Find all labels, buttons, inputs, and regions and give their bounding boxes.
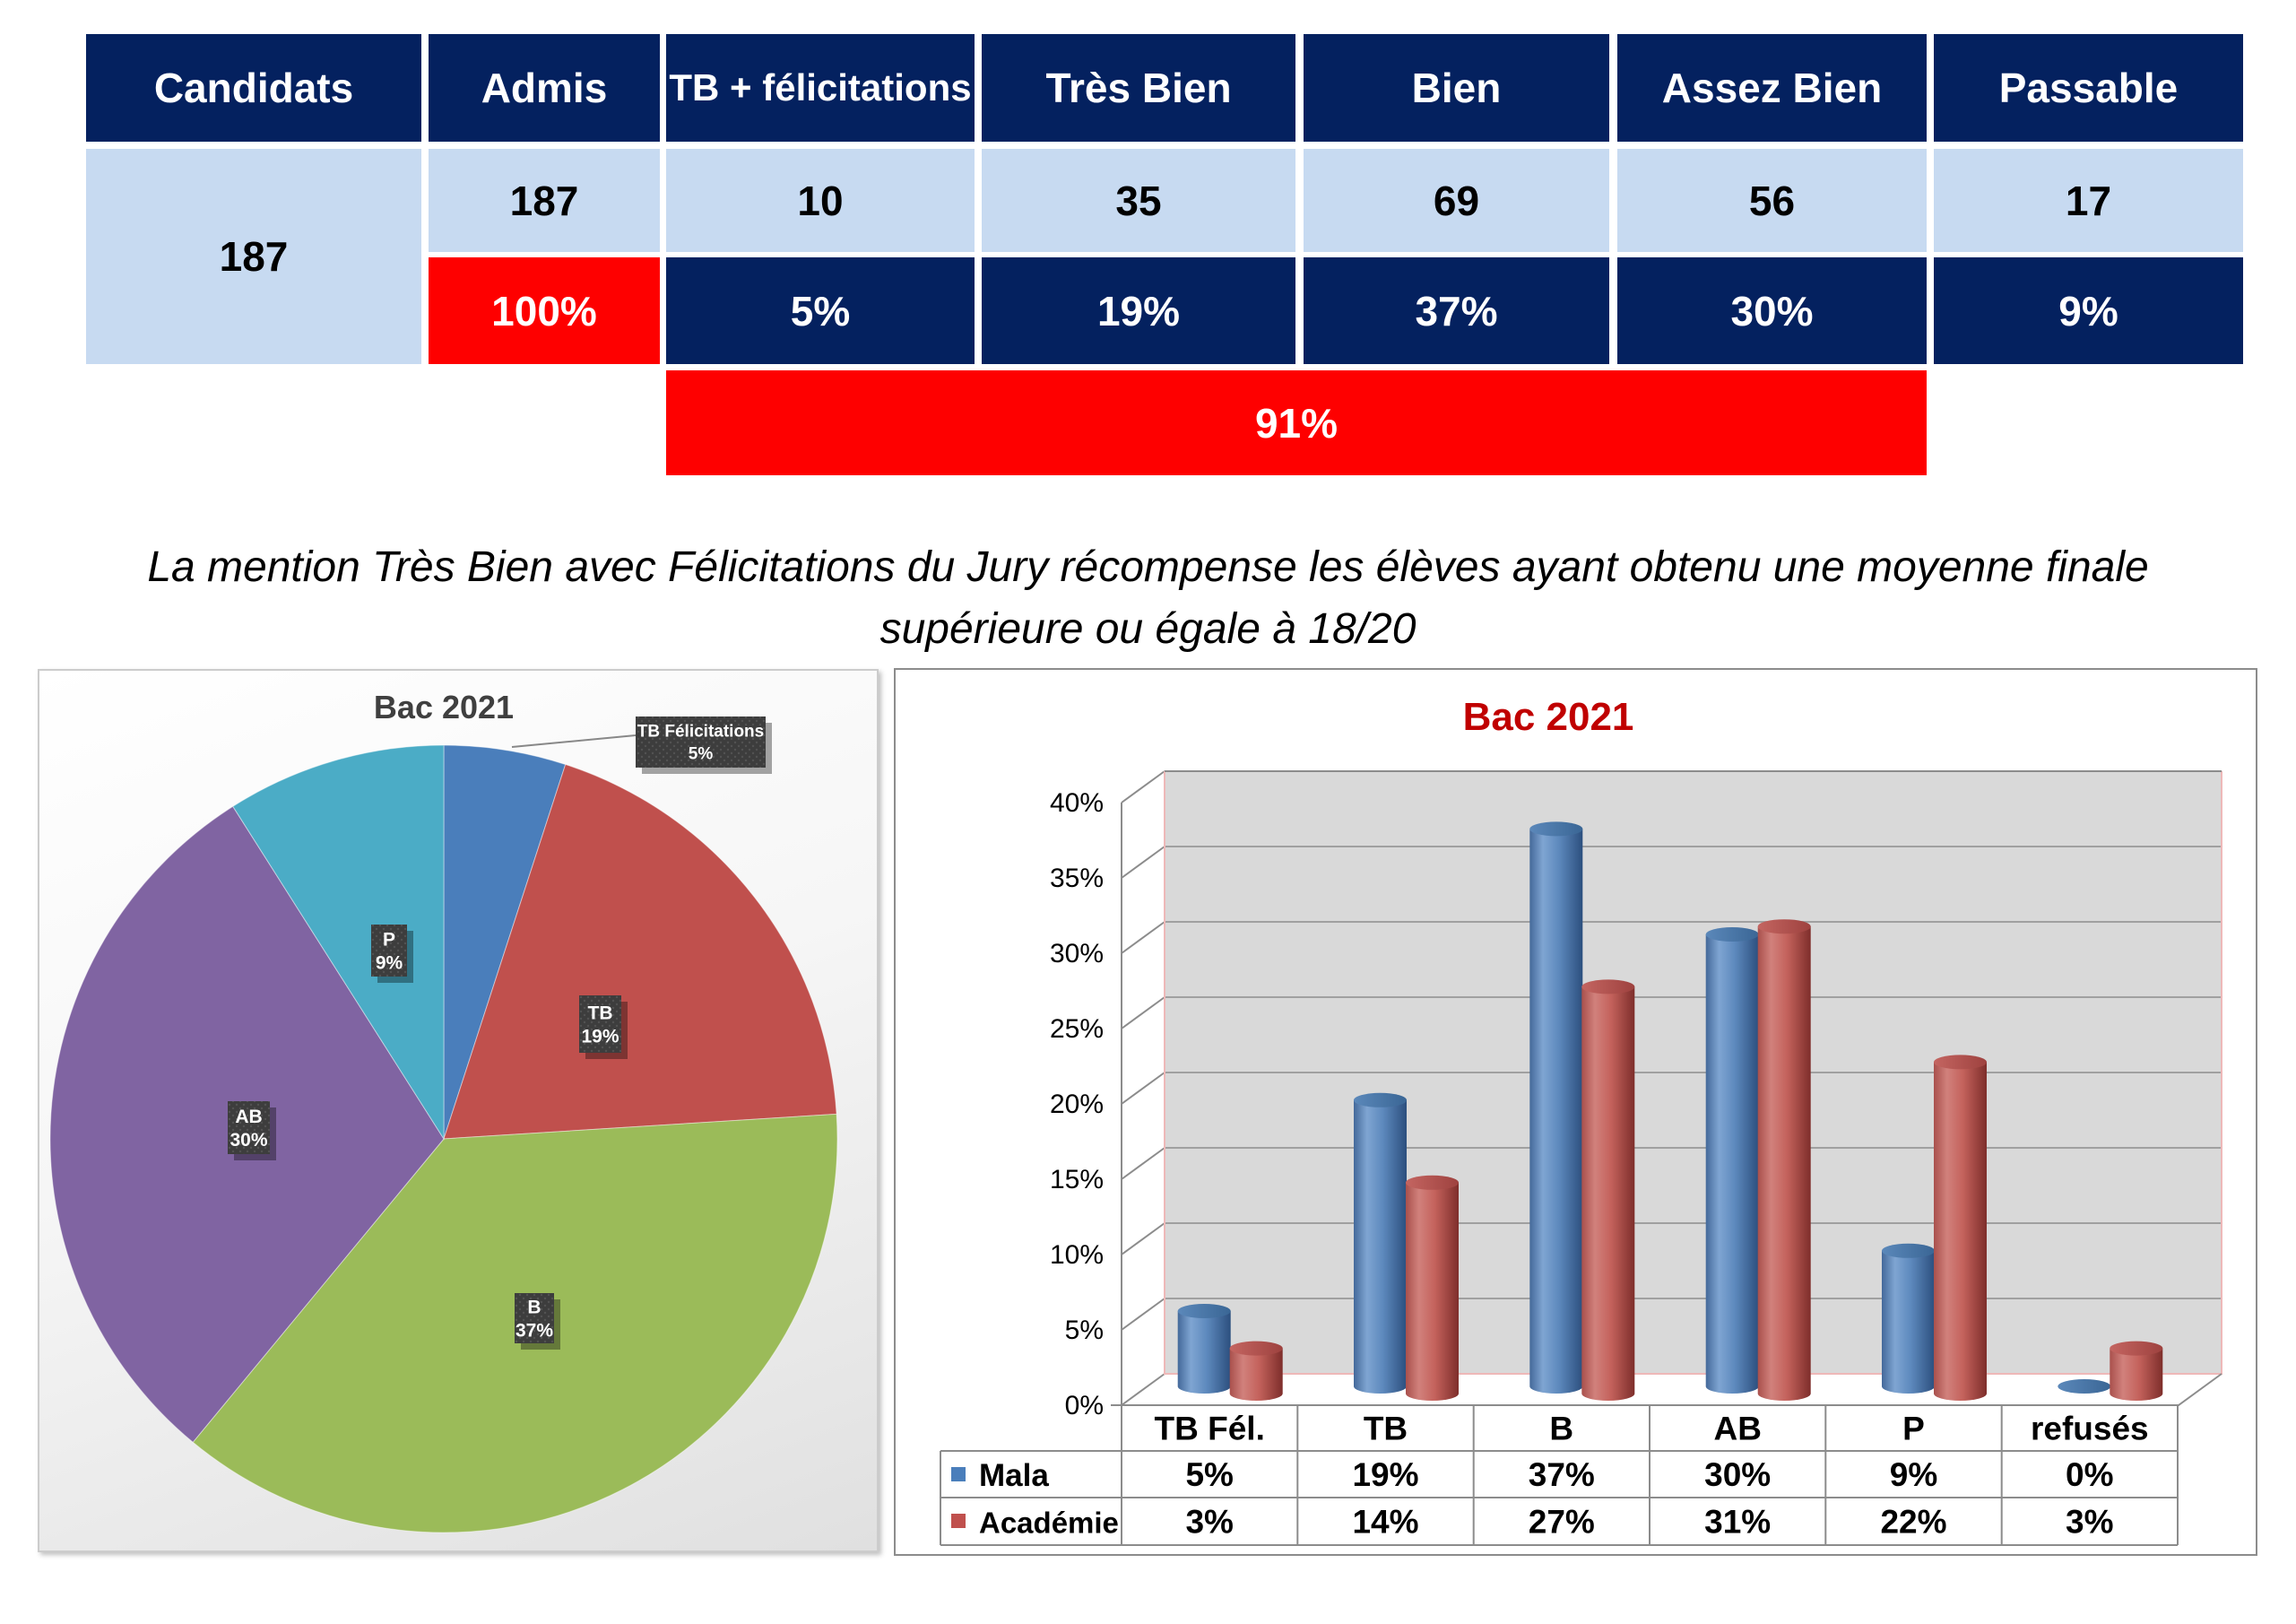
svg-text:P: P — [1902, 1411, 1925, 1447]
svg-text:9%: 9% — [1890, 1456, 1937, 1493]
svg-text:19%: 19% — [1352, 1456, 1418, 1493]
svg-text:3%: 3% — [1185, 1504, 1233, 1541]
svg-text:31%: 31% — [1704, 1504, 1771, 1541]
svg-text:40%: 40% — [1050, 788, 1104, 818]
svg-text:37%: 37% — [1529, 1456, 1595, 1493]
svg-text:refusés: refusés — [2031, 1411, 2149, 1447]
svg-text:TB: TB — [588, 1003, 613, 1023]
svg-text:37%: 37% — [516, 1320, 553, 1341]
svg-text:19%: 19% — [581, 1026, 619, 1046]
svg-text:B: B — [527, 1297, 541, 1317]
svg-text:20%: 20% — [1050, 1090, 1104, 1119]
svg-text:0%: 0% — [1065, 1391, 1104, 1420]
svg-text:35%: 35% — [1050, 864, 1104, 893]
svg-text:30%: 30% — [230, 1130, 267, 1151]
svg-text:TB Félicitations: TB Félicitations — [637, 723, 764, 742]
svg-text:TB Fél.: TB Fél. — [1155, 1411, 1265, 1447]
svg-text:5%: 5% — [1065, 1316, 1104, 1345]
svg-text:5%: 5% — [1185, 1456, 1233, 1493]
svg-text:Bac 2021: Bac 2021 — [1463, 695, 1634, 739]
svg-text:B: B — [1549, 1411, 1573, 1447]
svg-text:10%: 10% — [1050, 1240, 1104, 1270]
svg-text:Académie: Académie — [979, 1507, 1119, 1540]
svg-text:AB: AB — [235, 1107, 262, 1127]
svg-text:Mala: Mala — [979, 1458, 1049, 1493]
svg-text:15%: 15% — [1050, 1165, 1104, 1194]
svg-text:0%: 0% — [2066, 1456, 2113, 1493]
svg-text:AB: AB — [1713, 1411, 1761, 1447]
svg-text:22%: 22% — [1880, 1504, 1946, 1541]
svg-text:5%: 5% — [689, 745, 714, 764]
svg-text:Bac 2021: Bac 2021 — [374, 689, 514, 725]
svg-text:TB: TB — [1364, 1411, 1408, 1447]
svg-text:14%: 14% — [1352, 1504, 1418, 1541]
svg-text:9%: 9% — [376, 952, 403, 973]
svg-text:27%: 27% — [1529, 1504, 1595, 1541]
svg-text:3%: 3% — [2066, 1504, 2113, 1541]
svg-text:30%: 30% — [1050, 939, 1104, 968]
svg-text:30%: 30% — [1704, 1456, 1771, 1493]
svg-text:25%: 25% — [1050, 1014, 1104, 1044]
svg-text:P: P — [383, 929, 395, 950]
